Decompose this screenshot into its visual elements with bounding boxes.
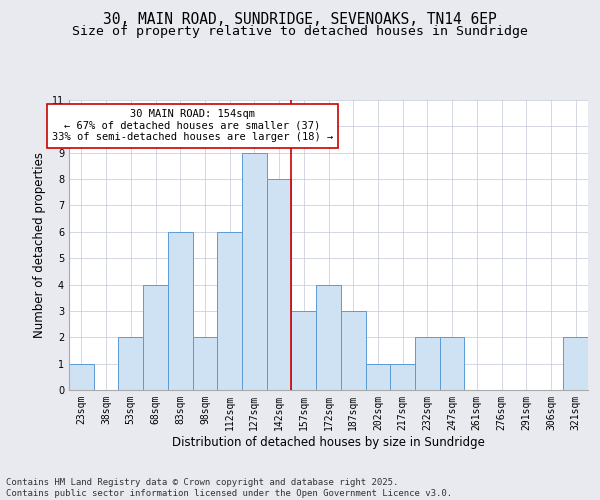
Bar (118, 338, 143, 390)
Bar (168, 232, 193, 390)
Bar (440, 338, 464, 390)
Bar (267, 179, 292, 390)
Bar (292, 311, 316, 390)
Bar (242, 152, 267, 390)
X-axis label: Distribution of detached houses by size in Sundridge: Distribution of detached houses by size … (172, 436, 485, 448)
Bar (217, 232, 242, 390)
Bar (365, 364, 390, 390)
Bar (193, 338, 217, 390)
Bar (341, 311, 365, 390)
Bar (316, 284, 341, 390)
Bar (390, 364, 415, 390)
Bar (143, 284, 168, 390)
Text: Size of property relative to detached houses in Sundridge: Size of property relative to detached ho… (72, 25, 528, 38)
Text: 30, MAIN ROAD, SUNDRIDGE, SEVENOAKS, TN14 6EP: 30, MAIN ROAD, SUNDRIDGE, SEVENOAKS, TN1… (103, 12, 497, 28)
Bar (563, 338, 588, 390)
Bar (415, 338, 440, 390)
Bar (69, 364, 94, 390)
Text: Contains HM Land Registry data © Crown copyright and database right 2025.
Contai: Contains HM Land Registry data © Crown c… (6, 478, 452, 498)
Y-axis label: Number of detached properties: Number of detached properties (34, 152, 46, 338)
Text: 30 MAIN ROAD: 154sqm
← 67% of detached houses are smaller (37)
33% of semi-detac: 30 MAIN ROAD: 154sqm ← 67% of detached h… (52, 109, 333, 142)
